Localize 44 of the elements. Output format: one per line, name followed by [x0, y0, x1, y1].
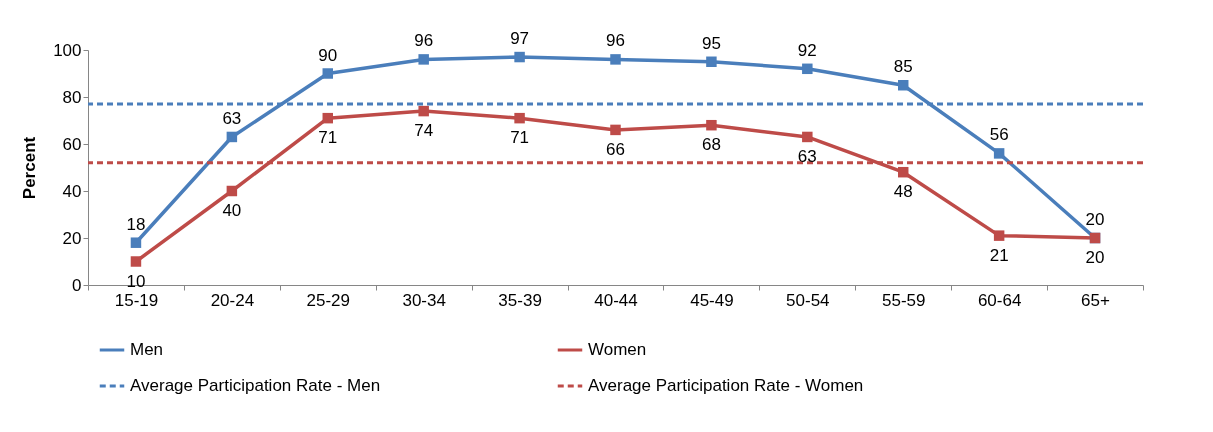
x-tick-label: 25-29 — [306, 290, 351, 310]
x-tick-label: 45-49 — [690, 290, 734, 310]
legend-label: Average Participation Rate - Women — [588, 376, 864, 395]
data-label: 63 — [797, 146, 817, 166]
data-label: 97 — [510, 29, 530, 49]
x-tick-label: 20-24 — [210, 290, 255, 310]
y-axis-title: Percent — [20, 136, 40, 200]
x-tick-label: 50-54 — [786, 290, 830, 310]
data-label: 96 — [414, 31, 434, 51]
x-tick-label: 15-19 — [114, 290, 159, 310]
y-tick-label: 60 — [62, 134, 82, 154]
data-label: 74 — [414, 121, 434, 141]
data-label: 20 — [1085, 210, 1105, 229]
data-label: 85 — [893, 57, 913, 77]
y-tick-label: 20 — [62, 228, 82, 248]
data-label: 18 — [126, 214, 146, 234]
data-label: 96 — [606, 31, 625, 51]
x-tick-label: 30-34 — [402, 290, 446, 310]
data-label: 68 — [701, 135, 721, 155]
x-tick-label: 55-59 — [881, 290, 926, 310]
y-tick-label: 40 — [62, 181, 82, 201]
legend-label: Men — [130, 340, 164, 359]
data-label: 21 — [989, 245, 1009, 265]
data-label: 48 — [893, 182, 913, 202]
y-tick-label: 80 — [62, 87, 82, 107]
x-tick-label: 65+ — [1081, 290, 1111, 310]
data-label: 63 — [222, 108, 242, 128]
data-label: 71 — [510, 128, 530, 148]
x-tick-label: 40-44 — [594, 290, 638, 310]
x-tick-label: 35-39 — [498, 290, 542, 310]
data-label: 95 — [701, 33, 721, 53]
data-label: 92 — [797, 40, 817, 60]
y-tick-label: 100 — [53, 40, 82, 60]
data-label: 10 — [126, 271, 146, 291]
data-label: 66 — [606, 139, 625, 159]
x-tick-label: 60-64 — [977, 290, 1022, 310]
legend-label: Women — [588, 340, 647, 359]
data-label: 71 — [318, 128, 338, 148]
y-tick-label: 0 — [72, 275, 82, 295]
data-label: 20 — [1085, 248, 1105, 267]
data-label: 90 — [318, 45, 338, 65]
data-label: 56 — [989, 125, 1009, 145]
legend-label: Average Participation Rate - Men — [130, 376, 381, 395]
data-label: 40 — [222, 201, 242, 220]
